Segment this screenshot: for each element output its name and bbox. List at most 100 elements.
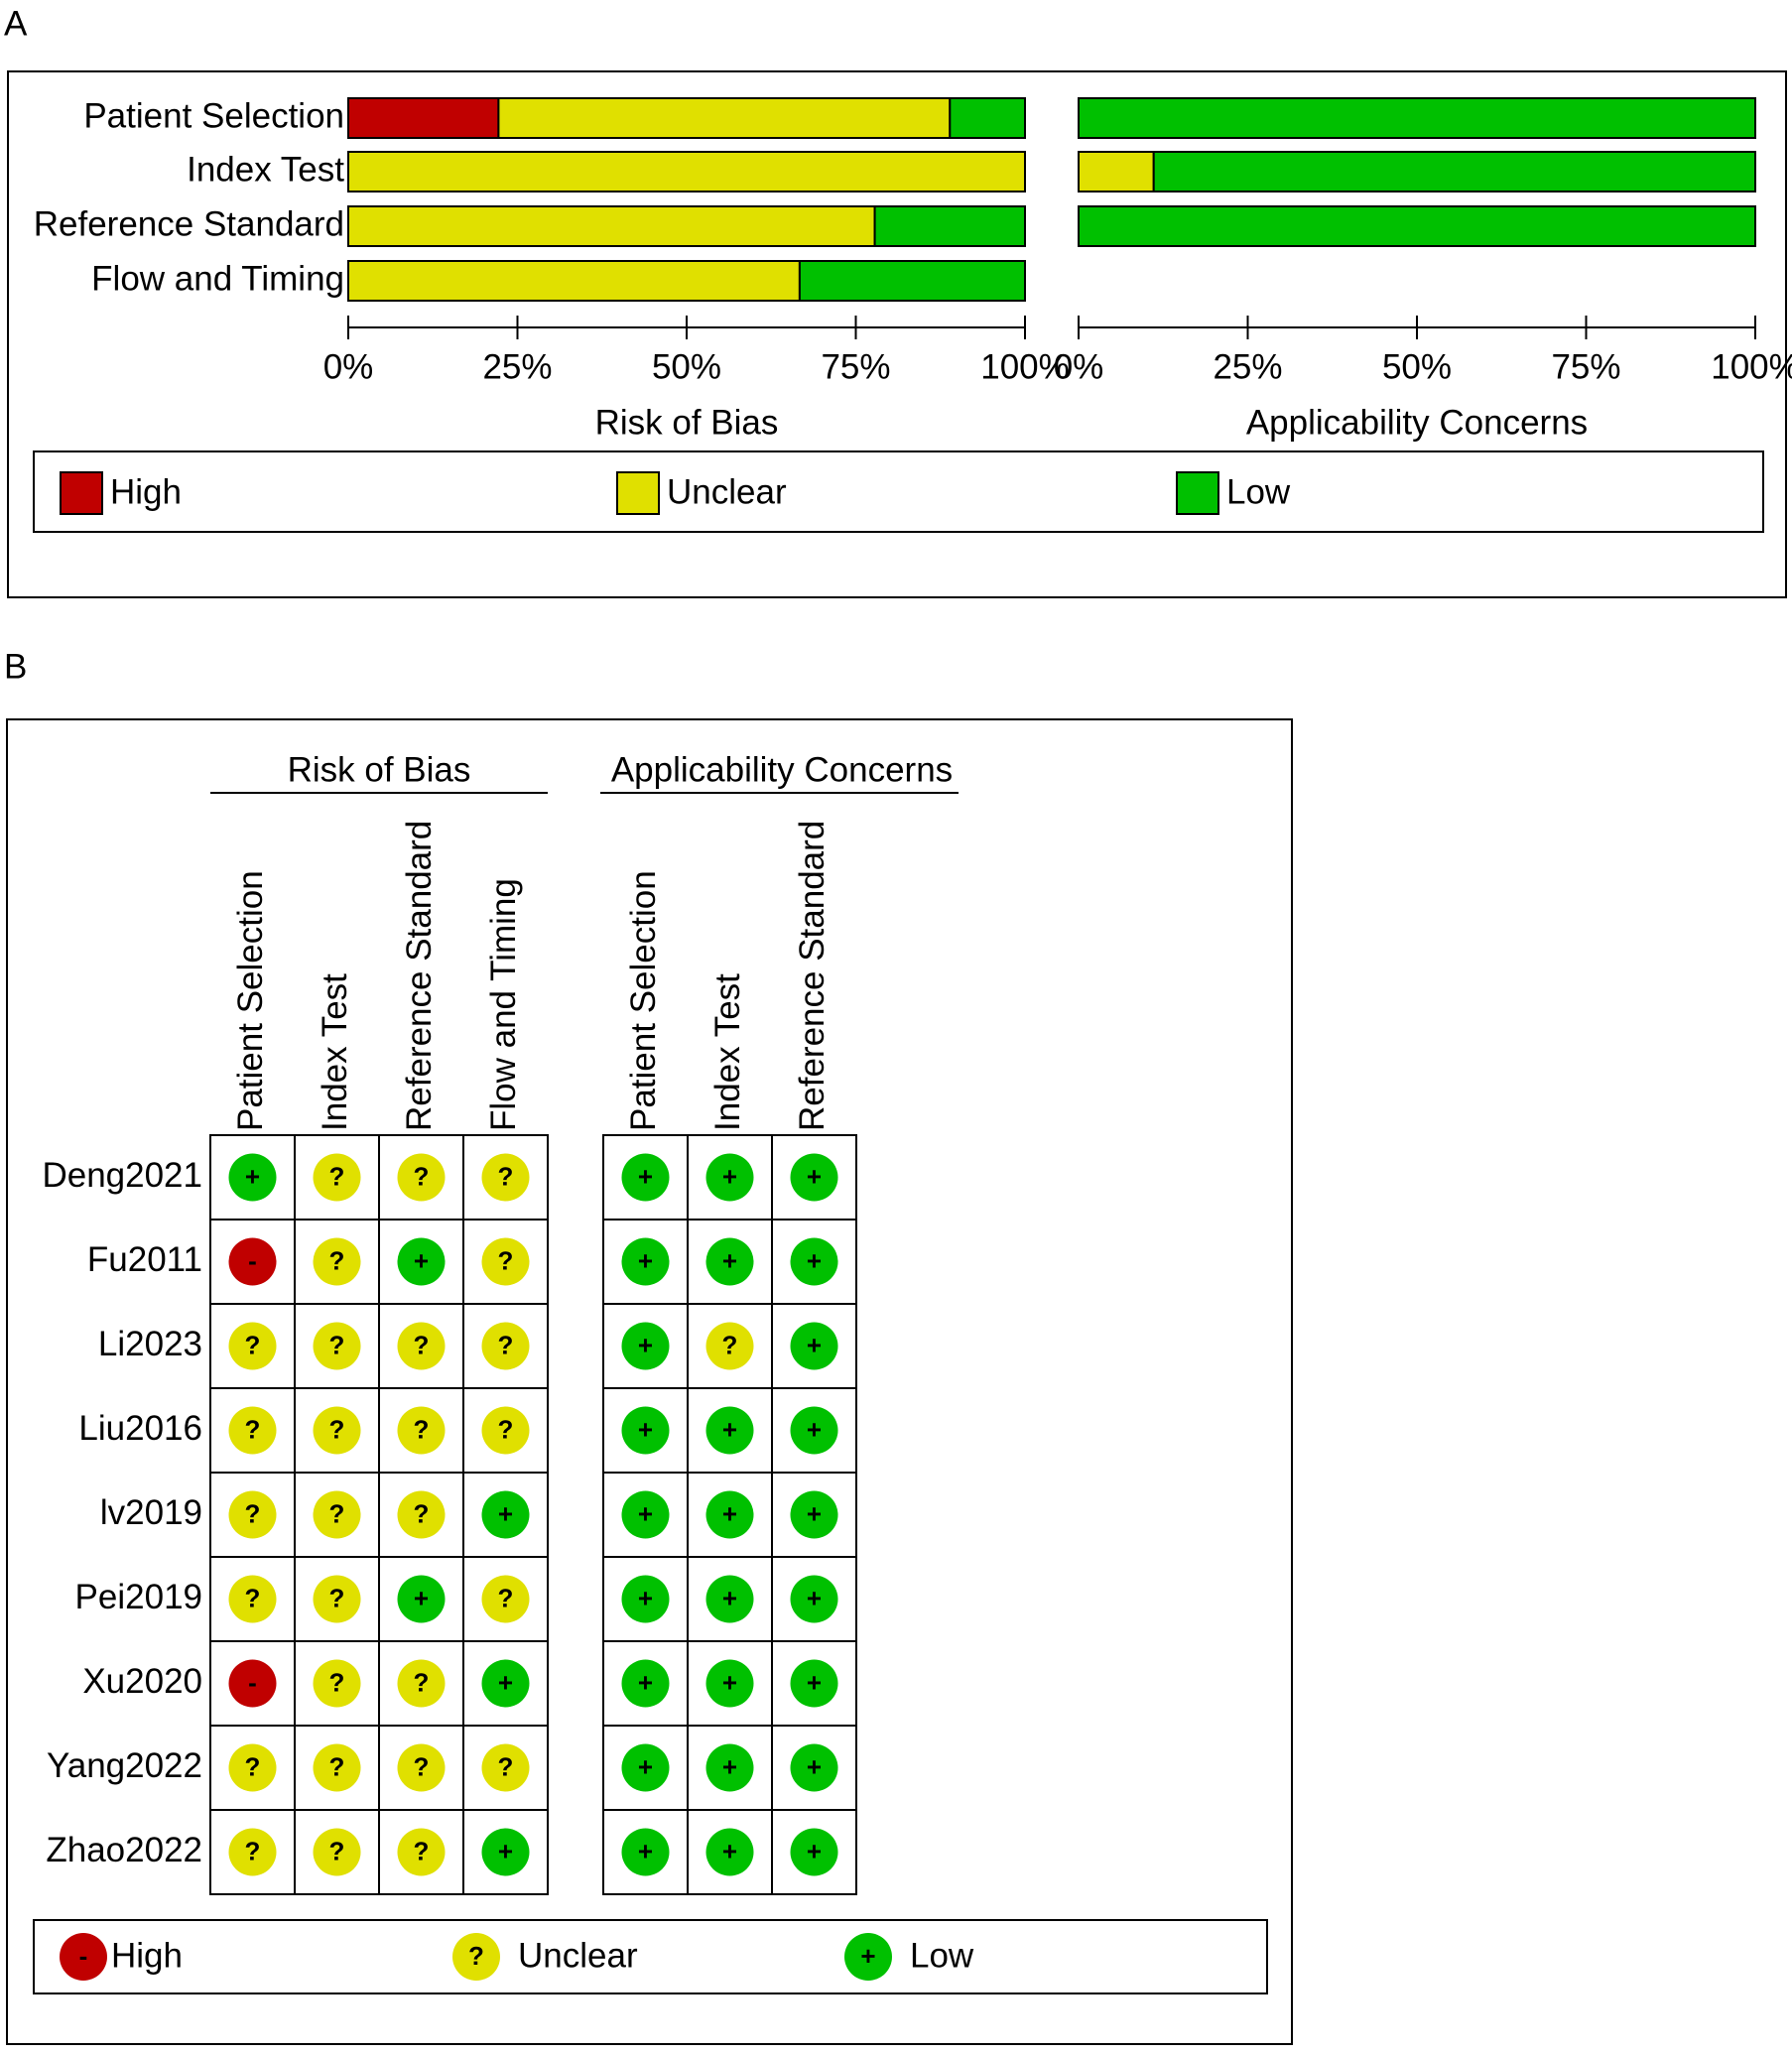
rating-circle xyxy=(790,1828,838,1876)
legend-label: Unclear xyxy=(667,472,787,511)
rating-symbol: + xyxy=(638,1414,653,1444)
rating-symbol: ? xyxy=(245,1836,261,1865)
rating-symbol: ? xyxy=(414,1161,430,1191)
rating-circle xyxy=(313,1153,361,1202)
rating-symbol: + xyxy=(722,1245,737,1275)
study-label: Deng2021 xyxy=(42,1156,202,1195)
rating-circle xyxy=(452,1933,500,1981)
bar-segment xyxy=(873,205,1027,247)
rating-circle xyxy=(790,1490,838,1539)
rating-symbol: + xyxy=(498,1667,513,1697)
rating-symbol: + xyxy=(498,1836,513,1865)
bar-segment xyxy=(1078,205,1756,247)
study-label: Fu2011 xyxy=(87,1240,202,1279)
x-tick-label: 50% xyxy=(1382,347,1452,386)
x-tick-label: 75% xyxy=(1551,347,1620,386)
rating-circle xyxy=(705,1153,754,1202)
rating-symbol: + xyxy=(807,1836,822,1865)
study-label: Yang2022 xyxy=(47,1746,202,1785)
legend-swatch xyxy=(1176,471,1219,515)
rating-circle xyxy=(228,1828,277,1876)
bar-segment xyxy=(1078,97,1756,139)
bar-outline xyxy=(347,205,1026,247)
x-tick-label: 0% xyxy=(323,347,374,386)
rating-symbol: + xyxy=(414,1583,429,1612)
rating-circle xyxy=(228,1153,277,1202)
rating-circle xyxy=(844,1933,892,1981)
rating-circle xyxy=(790,1406,838,1455)
rating-circle xyxy=(790,1153,838,1202)
column-header: Patient Selection xyxy=(231,870,270,1131)
bar-outline xyxy=(1078,205,1756,247)
rating-symbol: ? xyxy=(414,1330,430,1359)
rating-symbol: - xyxy=(79,1941,88,1971)
x-tick-label: 25% xyxy=(482,347,552,386)
rating-symbol: + xyxy=(638,1583,653,1612)
x-tick-label: 75% xyxy=(821,347,890,386)
rating-circle xyxy=(313,1743,361,1792)
legend-label: Low xyxy=(910,1936,974,1975)
bar-segment xyxy=(347,205,876,247)
column-header: Flow and Timing xyxy=(484,878,523,1131)
rating-symbol: ? xyxy=(329,1836,345,1865)
grid-frame xyxy=(602,1134,857,1895)
rating-symbol: + xyxy=(245,1161,260,1191)
rating-symbol: + xyxy=(722,1836,737,1865)
rating-circle xyxy=(481,1153,530,1202)
study-label: Zhao2022 xyxy=(46,1831,202,1869)
rating-symbol: + xyxy=(722,1414,737,1444)
rating-symbol: ? xyxy=(329,1161,345,1191)
rating-circle xyxy=(621,1828,670,1876)
rating-circle xyxy=(481,1828,530,1876)
study-label: Li2023 xyxy=(98,1325,202,1363)
group-title: Risk of Bias xyxy=(288,750,471,789)
rating-symbol: ? xyxy=(414,1667,430,1697)
rating-circle xyxy=(313,1406,361,1455)
rating-circle xyxy=(228,1322,277,1370)
rating-circle xyxy=(790,1237,838,1286)
rating-circle xyxy=(621,1575,670,1623)
x-tick-label: 100% xyxy=(1711,347,1792,386)
rating-symbol: + xyxy=(807,1751,822,1781)
x-tick-label: 50% xyxy=(652,347,721,386)
panel-frame xyxy=(7,70,1787,598)
legend-frame xyxy=(33,1919,1268,1994)
rating-symbol: ? xyxy=(498,1161,514,1191)
rating-symbol: ? xyxy=(498,1751,514,1781)
rating-circle xyxy=(397,1659,446,1708)
study-label: Xu2020 xyxy=(82,1662,202,1701)
rating-circle xyxy=(397,1575,446,1623)
rating-circle xyxy=(705,1659,754,1708)
panel-label: A xyxy=(4,4,28,43)
legend-swatch xyxy=(60,471,103,515)
rating-symbol: ? xyxy=(498,1583,514,1612)
rating-circle xyxy=(397,1237,446,1286)
rating-symbol: ? xyxy=(329,1498,345,1528)
category-label: Patient Selection xyxy=(83,96,344,135)
bar-segment xyxy=(347,260,801,302)
rating-circle xyxy=(60,1933,107,1981)
rating-circle xyxy=(621,1153,670,1202)
rating-circle xyxy=(621,1322,670,1370)
study-label: lv2019 xyxy=(100,1493,202,1532)
rating-circle xyxy=(228,1490,277,1539)
rating-symbol: ? xyxy=(329,1583,345,1612)
rating-symbol: + xyxy=(722,1751,737,1781)
rating-symbol: ? xyxy=(498,1414,514,1444)
rating-circle xyxy=(228,1575,277,1623)
rating-circle xyxy=(481,1575,530,1623)
x-tick-label: 0% xyxy=(1054,347,1104,386)
rating-symbol: ? xyxy=(329,1330,345,1359)
rating-circle xyxy=(621,1659,670,1708)
x-tick-label: 25% xyxy=(1213,347,1282,386)
rating-circle xyxy=(790,1322,838,1370)
rating-symbol: ? xyxy=(498,1330,514,1359)
rating-circle xyxy=(313,1659,361,1708)
rating-symbol: + xyxy=(807,1498,822,1528)
rating-circle xyxy=(481,1406,530,1455)
study-label: Liu2016 xyxy=(78,1409,202,1448)
rating-symbol: + xyxy=(807,1161,822,1191)
rating-circle xyxy=(313,1237,361,1286)
rating-circle xyxy=(397,1406,446,1455)
